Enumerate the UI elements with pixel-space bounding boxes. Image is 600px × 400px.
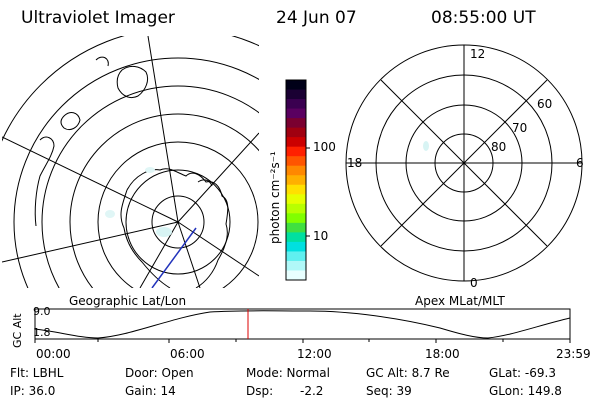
- colorbar-tick-label: 10: [313, 229, 329, 243]
- colorbar-cell: [286, 213, 306, 224]
- meridian-line: [147, 36, 179, 223]
- altitude-ylabel: GC Alt: [11, 313, 24, 348]
- mlt-label-noon: 12: [470, 47, 486, 61]
- colorbar-cell: [286, 175, 306, 186]
- altitude-xtick: 12:00: [297, 347, 332, 361]
- aurora-patch: [145, 167, 155, 173]
- meridian-line: [2, 136, 179, 223]
- colorbar-cell: [286, 89, 306, 100]
- altitude-xtick: 18:00: [425, 347, 460, 361]
- mlat-label: 80: [491, 140, 507, 154]
- gain-info: Gain: 14: [125, 384, 176, 398]
- colorbar-cell: [286, 156, 306, 167]
- colorbar-tick-label: 100: [313, 140, 336, 154]
- mlat-label: 60: [537, 97, 553, 111]
- mlt-label-dawn: 6: [576, 156, 584, 170]
- meridian-line: [177, 221, 201, 288]
- coastline: [60, 112, 81, 131]
- lat-circle: [151, 195, 205, 249]
- door-info: Door: Open: [125, 366, 194, 380]
- altitude-ytick: 9.0: [33, 305, 51, 318]
- colorbar-cell: [286, 270, 306, 281]
- left-panel-caption: Geographic Lat/Lon: [69, 294, 187, 308]
- mlat-label: 70: [512, 121, 528, 135]
- meridian-line: [2, 221, 179, 263]
- aurora-patch: [105, 210, 115, 218]
- colorbar-cell: [286, 222, 306, 233]
- altitude-xtick: 23:59: [556, 347, 591, 361]
- colorbar-cell: [286, 165, 306, 176]
- coastline: [116, 65, 149, 99]
- glat-info: GLat: -69.3: [489, 366, 556, 380]
- lat-circle: [41, 85, 259, 288]
- filter-info: Flt: LBHL: [10, 366, 64, 380]
- gc-alt-info: GC Alt: 8.7 Re: [366, 366, 450, 380]
- mlt-label-midnight: 0: [470, 276, 478, 290]
- right-panel-caption: Apex MLat/MLT: [415, 294, 505, 308]
- colorbar-cell: [286, 118, 306, 129]
- antarctica-coastline: [120, 168, 229, 288]
- satellite-track: [151, 227, 197, 288]
- lat-circle: [97, 141, 259, 288]
- colorbar-cell: [286, 184, 306, 195]
- colorbar-cell: [286, 80, 306, 91]
- colorbar-cell: [286, 108, 306, 119]
- altitude-plot-frame: [34, 308, 571, 340]
- dsp-label: Dsp:: [246, 384, 274, 398]
- colorbar-cell: [286, 146, 306, 157]
- colorbar-cell: [286, 232, 306, 243]
- colorbar-cell: [286, 127, 306, 138]
- altitude-xtick: 00:00: [36, 347, 71, 361]
- lat-circle: [13, 57, 259, 288]
- time-label: 08:55:00 UT: [431, 8, 536, 28]
- dsp-value: -2.2: [300, 384, 324, 398]
- altitude-ytick: 1.8: [33, 326, 51, 339]
- colorbar-cell: [286, 260, 306, 271]
- ip-info: IP: 36.0: [10, 384, 56, 398]
- date-label: 24 Jun 07: [276, 8, 357, 28]
- meridian-line: [177, 221, 259, 277]
- colorbar-cell: [286, 203, 306, 214]
- colorbar-cell: [286, 194, 306, 205]
- meridian-line: [177, 132, 259, 223]
- colorbar-cell: [286, 251, 306, 262]
- aurora-patch: [423, 141, 429, 151]
- mlt-label-dusk: 18: [347, 156, 363, 170]
- colorbar-cell: [286, 137, 306, 148]
- glon-info: GLon: 149.8: [489, 384, 562, 398]
- coastline: [34, 136, 55, 227]
- altitude-curve: [34, 310, 571, 339]
- aurora-patch: [156, 227, 172, 237]
- mlt-line: [380, 79, 548, 247]
- colorbar-cell: [286, 241, 306, 252]
- coastline: [95, 56, 109, 67]
- colorbar-cell: [286, 99, 306, 110]
- lat-circle: [125, 169, 231, 275]
- mode-info: Mode: Normal: [246, 366, 330, 380]
- coastline: [197, 179, 213, 187]
- colorbar-frame: [285, 79, 307, 281]
- instrument-title: Ultraviolet Imager: [21, 8, 175, 28]
- seq-info: Seq: 39: [366, 384, 412, 398]
- lat-circle: [69, 113, 259, 288]
- altitude-xtick: 06:00: [170, 347, 205, 361]
